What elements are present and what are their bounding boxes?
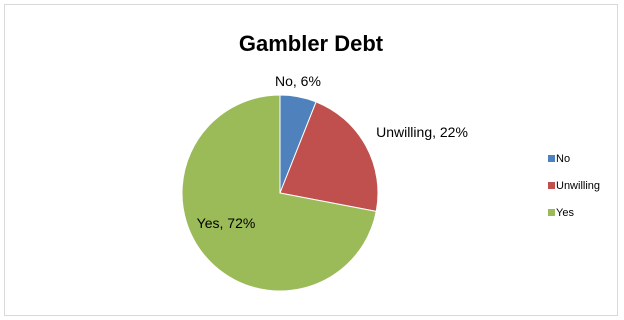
legend-swatch-no (548, 155, 555, 162)
pie-slices (181, 94, 379, 292)
data-label-no: No, 6% (275, 73, 321, 89)
data-label-yes: Yes, 72% (197, 215, 256, 231)
legend-swatch-unwilling (548, 182, 555, 189)
data-labels: No, 6% Unwilling, 22% Yes, 72% (197, 73, 468, 231)
chart-title: Gambler Debt (239, 31, 384, 56)
pie-slice-unwilling (279, 101, 379, 212)
legend-label-yes: Yes (556, 207, 574, 219)
legend: No Unwilling Yes (548, 153, 600, 219)
pie-slice-yes (181, 94, 377, 292)
data-label-unwilling: Unwilling, 22% (376, 124, 468, 140)
legend-swatch-yes (548, 209, 555, 216)
legend-label-unwilling: Unwilling (556, 180, 600, 192)
legend-label-no: No (556, 153, 570, 165)
